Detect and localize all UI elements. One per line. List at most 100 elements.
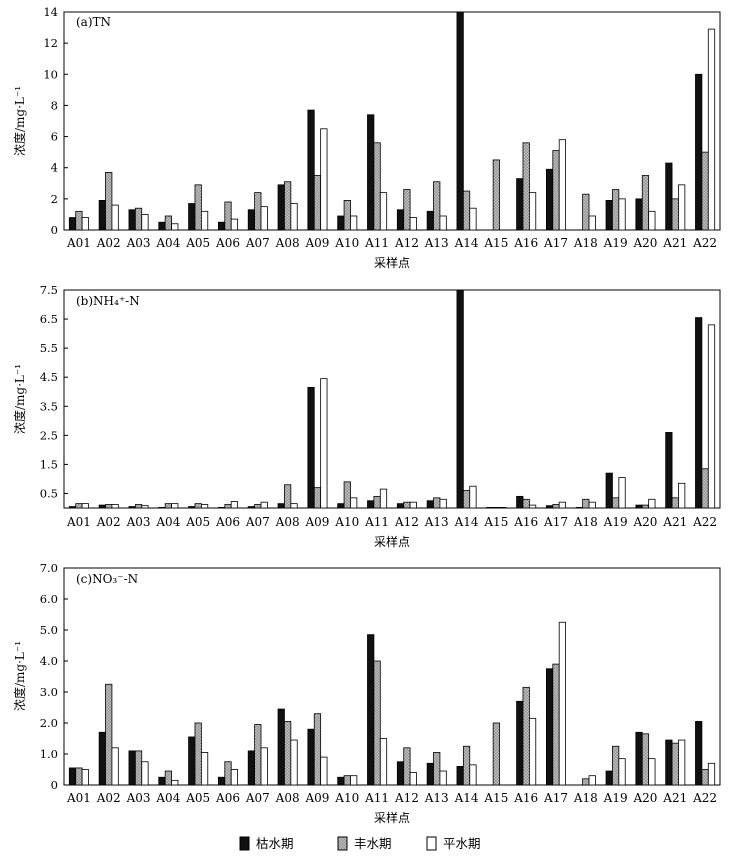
bar-wet-A06	[224, 761, 232, 786]
bars	[68, 621, 716, 786]
bar-wet-A09	[313, 175, 322, 231]
bar-normal-A20	[648, 758, 656, 786]
bar-normal-A11	[379, 488, 388, 509]
bar-dry-A07	[247, 506, 256, 509]
bar-wet-A16	[522, 498, 530, 509]
x-tick-label: A08	[275, 515, 300, 529]
bar-normal-A04	[171, 779, 179, 786]
x-tick-label: A12	[394, 791, 419, 805]
legend-swatch-wet	[337, 836, 348, 851]
bar-dry-A03	[128, 506, 136, 509]
panel-title: (a)TN	[76, 15, 111, 29]
bar-dry-A16	[516, 178, 524, 231]
y-axis-label: 浓度/mg·L⁻¹	[12, 641, 27, 711]
bar-normal-A21	[678, 482, 686, 509]
legend-swatch-normal	[426, 836, 437, 851]
x-axis-label: 采样点	[374, 534, 410, 549]
bar-normal-A10	[350, 497, 358, 509]
bar-dry-A02	[98, 504, 106, 509]
bar-normal-A22	[707, 324, 716, 509]
bar-wet-A17	[552, 150, 560, 231]
bar-normal-A07	[260, 206, 268, 231]
bar-wet-A13	[433, 752, 441, 786]
bar-wet-A01	[75, 503, 83, 509]
x-tick-label: A02	[96, 791, 121, 805]
x-tick-label: A14	[454, 791, 479, 805]
x-tick-label: A14	[454, 236, 479, 250]
bar-normal-A16	[528, 717, 537, 786]
legend-label-normal: 平水期	[443, 836, 481, 851]
bar-normal-A12	[409, 772, 417, 786]
bar-normal-A14	[469, 207, 477, 231]
bar-dry-A17	[546, 168, 554, 231]
bar-normal-A22	[707, 762, 716, 786]
x-axis-label: 采样点	[374, 255, 410, 270]
x-tick-label: A19	[603, 515, 628, 529]
bar-dry-A22	[695, 317, 703, 509]
bar-dry-A09	[307, 728, 315, 786]
bar-wet-A07	[254, 504, 262, 509]
y-tick-label: 1.5	[40, 457, 58, 471]
y-tick-label: 0	[51, 778, 58, 792]
bar-wet-A12	[403, 747, 411, 786]
y-tick-label: 10	[43, 67, 58, 81]
bar-dry-A20	[635, 504, 643, 509]
bar-wet-A11	[373, 495, 381, 509]
bar-normal-A09	[320, 128, 328, 231]
bar-dry-A15	[486, 507, 494, 509]
x-tick-label: A21	[662, 515, 687, 529]
bar-normal-A05	[200, 504, 209, 509]
bar-dry-A06	[217, 221, 226, 231]
bar-normal-A21	[678, 184, 686, 231]
y-tick-label: 2.5	[40, 428, 58, 442]
bar-wet-A09	[313, 487, 322, 509]
bar-dry-A18	[575, 507, 584, 509]
bar-normal-A18	[588, 215, 596, 231]
bar-normal-A08	[290, 203, 298, 231]
bar-dry-A14	[456, 766, 464, 786]
bar-normal-A01	[81, 503, 89, 509]
bar-normal-A18	[588, 775, 596, 786]
x-tick-label: A10	[334, 791, 359, 805]
x-tick-label: A03	[126, 236, 151, 250]
bar-wet-A08	[284, 721, 292, 786]
bar-normal-A17	[558, 139, 567, 231]
bar-dry-A01	[68, 767, 77, 786]
bar-dry-A17	[546, 505, 554, 509]
bar-wet-A04	[164, 770, 172, 786]
bar-normal-A03	[141, 214, 149, 231]
bar-wet-A01	[75, 767, 83, 786]
bar-wet-A14	[462, 745, 471, 786]
x-tick-label: A22	[692, 791, 717, 805]
bar-dry-A21	[665, 432, 673, 509]
bar-normal-A03	[141, 505, 149, 509]
bar-wet-A05	[194, 503, 202, 509]
bar-normal-A12	[409, 501, 417, 509]
y-tick-label: 8	[51, 98, 58, 112]
bar-normal-A07	[260, 747, 268, 786]
bar-dry-A13	[426, 210, 434, 231]
x-tick-label: A09	[304, 791, 329, 805]
x-tick-label: A15	[483, 515, 508, 529]
x-tick-label: A22	[692, 236, 717, 250]
y-ticks: 0 2 4 6 8 10 12 14	[43, 5, 68, 237]
bar-dry-A06	[217, 776, 226, 786]
y-tick-label: 3.0	[40, 685, 58, 699]
x-tick-labels: A01 A02 A03 A04 A05 A06 A07 A08 A09 A10 A11 A12 A13 A…	[66, 791, 717, 805]
x-tick-label: A11	[364, 236, 389, 250]
x-tick-label: A01	[66, 515, 91, 529]
y-ticks: 0 1.0 2.0 3.0 4.0 5.0 6.0 7.0	[40, 561, 68, 792]
bar-normal-A19	[618, 758, 626, 786]
bar-normal-A16	[528, 192, 537, 231]
bar-dry-A12	[396, 761, 405, 786]
bar-dry-A16	[516, 700, 524, 786]
bar-normal-A04	[171, 503, 179, 509]
bar-dry-A11	[367, 114, 375, 231]
bar-normal-A20	[648, 498, 656, 509]
bar-normal-A17	[558, 501, 567, 509]
legend-label-dry: 枯水期	[256, 836, 294, 851]
bar-dry-A12	[396, 209, 405, 231]
x-tick-label: A20	[632, 515, 657, 529]
